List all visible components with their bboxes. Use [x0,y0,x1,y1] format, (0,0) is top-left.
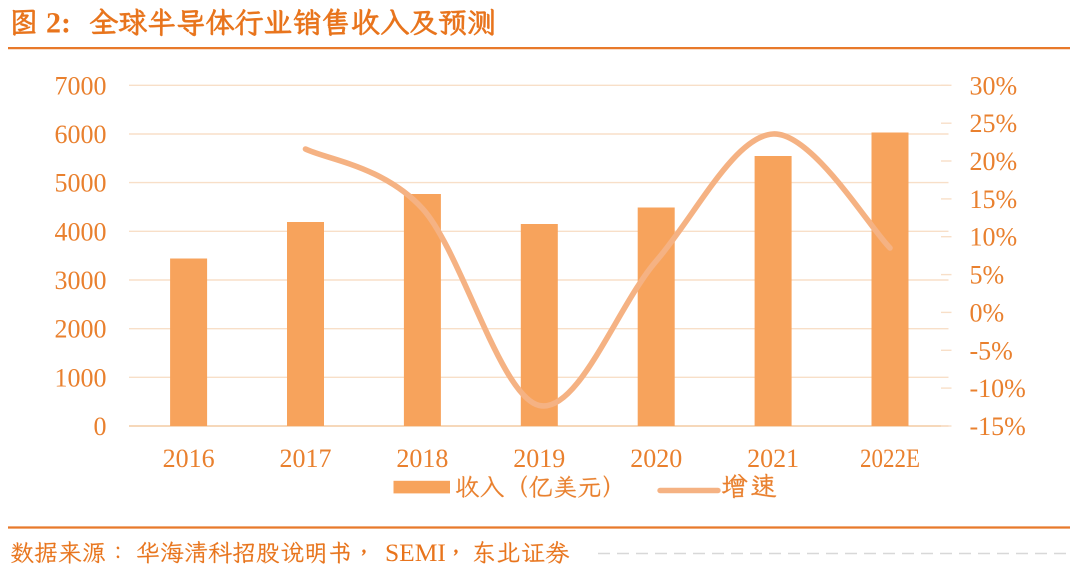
svg-text:2020: 2020 [630,444,682,473]
svg-text:2000: 2000 [55,315,107,344]
svg-text:-10%: -10% [970,374,1026,403]
svg-text:-5%: -5% [970,336,1013,365]
svg-text:6000: 6000 [55,120,107,149]
svg-text:2019: 2019 [513,444,565,473]
svg-text:20%: 20% [970,147,1018,176]
svg-text:30%: 30% [970,71,1018,100]
svg-text:15%: 15% [970,185,1018,214]
svg-text:2016: 2016 [163,444,215,473]
svg-text:0%: 0% [970,298,1005,327]
svg-text:2022E: 2022E [860,444,920,473]
svg-text:10%: 10% [970,223,1018,252]
svg-text:5%: 5% [970,261,1005,290]
svg-text:5000: 5000 [55,169,107,198]
svg-text:SEMI: SEMI [385,538,446,567]
svg-text:4000: 4000 [55,217,107,246]
svg-text:25%: 25% [970,109,1018,138]
svg-text:7000: 7000 [55,71,107,100]
svg-text:2:: 2: [46,6,71,39]
svg-text:1000: 1000 [55,363,107,392]
svg-text:0: 0 [94,412,107,441]
svg-text:3000: 3000 [55,266,107,295]
svg-text:-15%: -15% [970,412,1026,441]
svg-text:2017: 2017 [280,444,332,473]
svg-text:2018: 2018 [396,444,448,473]
svg-text:2021: 2021 [747,444,799,473]
